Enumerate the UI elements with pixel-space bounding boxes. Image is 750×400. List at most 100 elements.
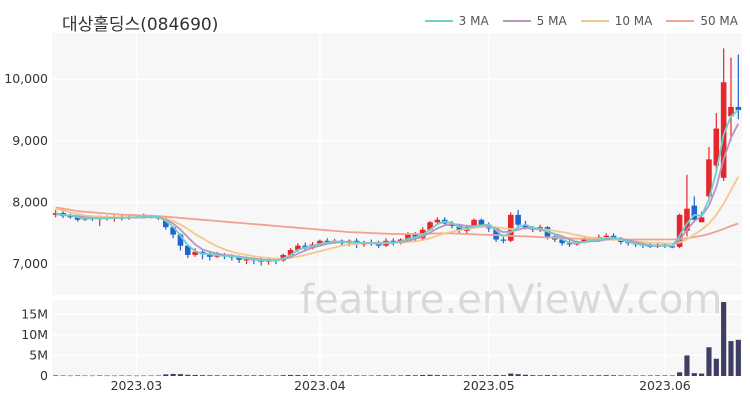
volume-bar [405,375,411,376]
candle-body [676,214,683,247]
candle-body [207,254,213,257]
candle-body [735,106,742,111]
volume-bar [170,373,176,376]
volume-bar [317,375,323,376]
candle-body [236,257,242,260]
volume-bars [53,302,741,377]
volume-bar [500,375,507,376]
volume-bar [376,375,382,376]
legend-label-ma3: 3 MA [458,14,489,28]
volume-bar [390,375,396,376]
volume-bar [185,374,191,376]
candle-body [177,234,184,246]
ma3-line [55,109,739,262]
date-tick-label: 2023.04 [294,378,346,393]
volume-bar [97,375,103,376]
candle-body [684,208,690,231]
candle-body [559,239,565,244]
candle-body [295,245,301,250]
volume-bar [706,347,712,376]
candle-body [669,246,676,248]
price-tick-label: 8,000 [12,195,48,210]
volume-bar [199,375,206,376]
legend: 3 MA 5 MA 10 MA 50 MA [424,14,738,28]
volume-bar [155,375,162,377]
volume-bar [273,375,279,376]
volume-bar [625,375,631,376]
legend-swatch-ma50 [666,20,695,22]
candle-body [515,214,521,225]
volume-bar [221,375,228,376]
candle-body [522,224,529,229]
volume-bar [295,375,301,376]
volume-bar [420,374,426,376]
price-tick-label: 10,000 [4,71,48,86]
volume-bar [735,339,741,376]
volume-bar [721,302,727,376]
candle-body [67,216,74,218]
candle-body [405,234,411,240]
volume-bar [655,375,661,376]
volume-bar [207,375,213,376]
volume-bar [603,375,609,376]
volume-bar [368,375,374,376]
candle-body [581,238,587,242]
volume-bar [111,375,117,377]
volume-bar [537,375,543,376]
volume-bar [610,375,617,376]
candle-body [713,128,720,166]
volume-bar [552,375,558,376]
volume-tick-label: 0 [40,368,48,383]
volume-bar [398,375,404,376]
volume-bar [434,375,440,376]
volume-bar [163,374,169,376]
volume-bar [478,375,484,376]
volume-bar [566,375,573,376]
legend-swatch-ma3 [424,20,453,22]
volume-bar [177,374,184,376]
volume-bar [464,375,470,376]
volume-bar [427,374,433,376]
volume-bar [559,375,565,376]
candle-body [566,243,573,245]
volume-bar [471,375,477,376]
legend-label-ma5: 5 MA [536,14,567,28]
volume-bar [596,375,602,376]
volume-bar [354,375,360,376]
price-tick-label: 7,000 [12,256,48,271]
date-tick-label: 2023.03 [111,378,163,393]
candle-body [162,218,169,228]
candle-body [427,222,433,230]
candle-body [170,227,176,235]
candle-body [471,219,477,228]
volume-bar [581,375,587,376]
volume-bar [53,375,59,376]
volume-bar [104,375,110,377]
candle-body [434,219,441,223]
volume-bar [229,375,235,376]
volume-bar [258,375,264,376]
volume-bar [236,375,242,376]
volume-bar [126,375,132,377]
volume-bar [82,375,88,377]
moving-average-lines [55,109,740,262]
volume-bar [324,375,330,376]
price-axis-ticks: 7,000 8,000 9,000 10,000 [4,71,48,271]
volume-bar [493,374,499,376]
date-axis-ticks: 2023.03 2023.04 2023.05 2023.06 [111,378,691,393]
volume-bar [691,373,697,376]
volume-bar [192,374,198,376]
volume-bar [588,375,595,376]
price-tick-label: 9,000 [12,133,48,148]
volume-bar [89,375,95,377]
watermark: feature.enViewV.com [300,277,722,323]
volume-bar [640,375,646,376]
volume-bar [574,375,580,376]
volume-bar [265,375,272,376]
chart-title: 대상홀딩스(084690) [62,15,219,35]
volume-bar [141,375,147,377]
volume-bar [302,375,308,376]
volume-bar [486,375,492,376]
volume-bar [647,375,653,376]
